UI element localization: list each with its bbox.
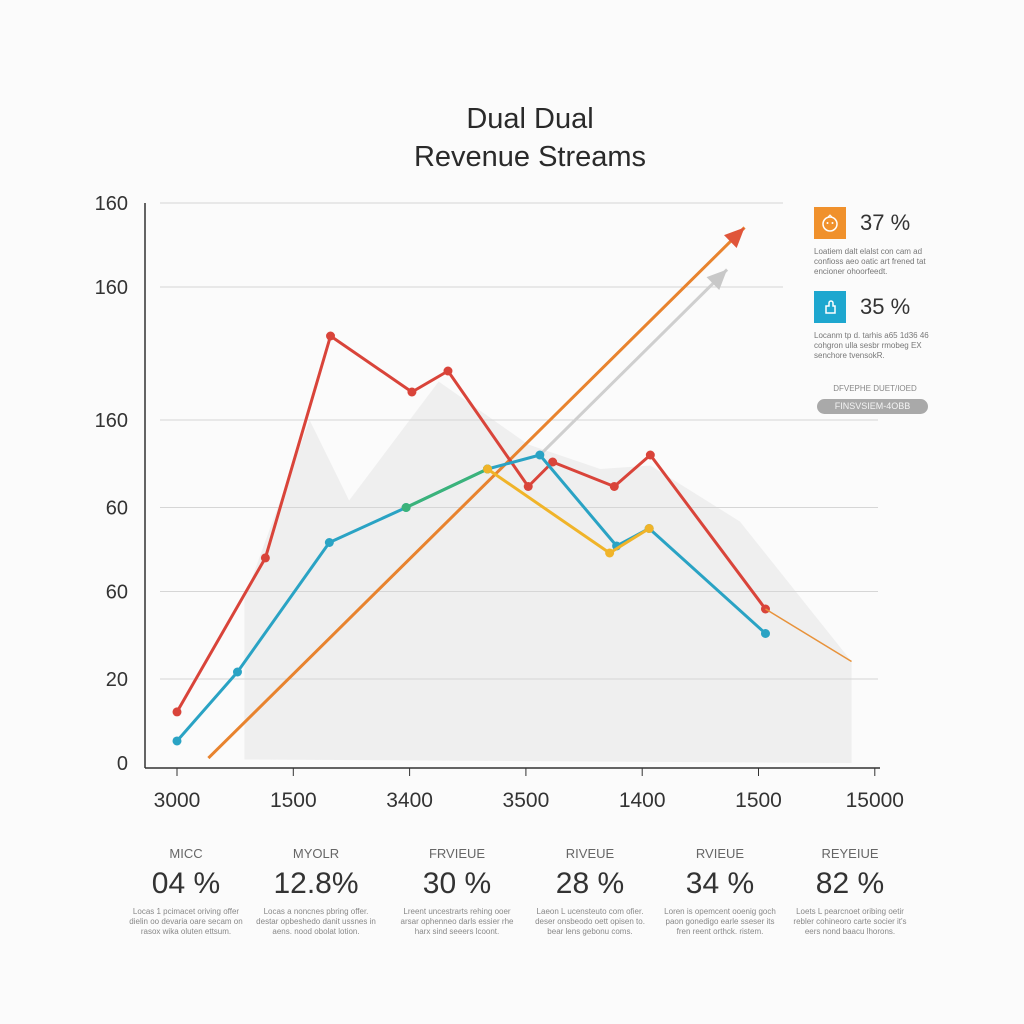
y-tick-label: 20 [106, 669, 128, 691]
data-point [760, 629, 770, 638]
legend-item-orange: 37 % Loatiem dalt elalst con cam ad conf… [814, 207, 944, 277]
stat-card: RVIEUE 34 % Loren is opemcent ooenig goch … [660, 846, 780, 937]
legend-desc: Loatiem dalt elalst con cam ad confioss … [814, 247, 926, 276]
title-line-2: Revenue Streams [413, 141, 647, 173]
data-point [326, 331, 336, 341]
stat-card: MICC 04 % Locas 1 pcimacet oriving offer d… [126, 846, 246, 937]
data-point [260, 553, 270, 563]
revision-badge[interactable]: FINSVSIEM-4OBB [817, 399, 928, 414]
y-tick-label: 160 [95, 410, 128, 432]
data-point [483, 464, 493, 474]
x-tick-label: 15000 [846, 789, 904, 812]
data-point [232, 667, 242, 677]
arrowhead-icon [723, 227, 745, 248]
data-point [401, 503, 411, 512]
data-point [645, 450, 655, 460]
x-tick-label: 1500 [270, 789, 317, 812]
stat-label: MYOLR [292, 846, 340, 861]
data-point [324, 538, 334, 547]
trend-line [538, 268, 729, 457]
legend-item-teal: 35 % Locanm tp d. tarhis a65 1d36 46 coh… [814, 291, 944, 361]
smiley-icon [814, 207, 846, 239]
data-point [644, 524, 654, 533]
chart-title: Dual Dual Revenue Streams [0, 100, 1024, 176]
x-tick-label: 3000 [154, 789, 201, 812]
stat-value: 04 % [151, 867, 221, 900]
y-tick-label: 0 [117, 753, 128, 775]
stat-desc: Locas a noncnes pbring offer. destar opb… [256, 907, 376, 936]
stat-desc: Loets L pearcnoet oribing oetir rebler c… [793, 907, 907, 936]
stat-card: FRVIEUE 30 % Lreent uncestrarts rehing ooe… [397, 846, 517, 937]
stat-card: RIVEUE 28 % Laeon L ucensteuto com ofier. … [530, 846, 650, 937]
title-line-1: Dual Dual [466, 103, 594, 135]
stat-desc: Laeon L ucensteuto com ofier. deser onsb… [535, 907, 645, 936]
data-point [605, 548, 615, 558]
trend-line [207, 226, 746, 760]
data-point [172, 736, 182, 746]
data-point [548, 457, 558, 467]
stat-label: MICC [169, 846, 203, 861]
legend-value: 37 % [860, 210, 911, 235]
y-tick-label: 60 [106, 582, 128, 604]
legend-value: 35 % [860, 294, 911, 319]
stat-desc: Lreent uncestrarts rehing ooer arsar oph… [400, 907, 514, 936]
data-point [172, 707, 182, 717]
badge-caption: DFVEPHE DUET/IOED [833, 384, 917, 393]
stat-label: FRVIEUE [428, 846, 486, 861]
series-line [405, 467, 489, 509]
y-tick-label: 160 [95, 193, 128, 215]
shaded-area [244, 381, 852, 763]
stat-value: 82 % [815, 867, 885, 900]
legend-desc: Locanm tp d. tarhis a65 1d36 46 cohgron … [814, 331, 929, 360]
x-tick-label: 1400 [619, 789, 666, 812]
stat-value: 12.8% [273, 867, 359, 900]
stat-label: RVIEUE [695, 846, 745, 861]
x-tick-label: 3400 [386, 789, 433, 812]
puzzle-icon [814, 291, 846, 323]
x-tick-label: 1500 [735, 789, 782, 812]
data-point [523, 482, 533, 491]
stat-label: REYEIUE [821, 846, 879, 861]
data-point [535, 450, 545, 460]
series-line [175, 334, 767, 713]
y-tick-label: 60 [106, 498, 128, 520]
y-tick-label: 160 [95, 277, 128, 299]
data-point [609, 482, 619, 491]
stat-desc: Loren is opemcent ooenig goch paon goned… [664, 907, 776, 936]
stat-desc: Locas 1 pcimacet oriving offer dielin oo… [129, 907, 243, 936]
stat-label: RIVEUE [565, 846, 615, 861]
data-point [443, 366, 453, 376]
stat-value: 34 % [685, 867, 755, 900]
stat-value: 30 % [422, 867, 492, 900]
x-tick-label: 3500 [503, 789, 550, 812]
series-line [765, 608, 852, 663]
stat-value: 28 % [555, 867, 625, 900]
stat-card: REYEIUE 82 % Loets L pearcnoet oribing oet… [790, 846, 910, 937]
data-point [407, 387, 417, 397]
stat-card: MYOLR 12.8% Locas a noncnes pbring offer. … [256, 846, 376, 937]
arrowhead-icon [706, 269, 728, 290]
